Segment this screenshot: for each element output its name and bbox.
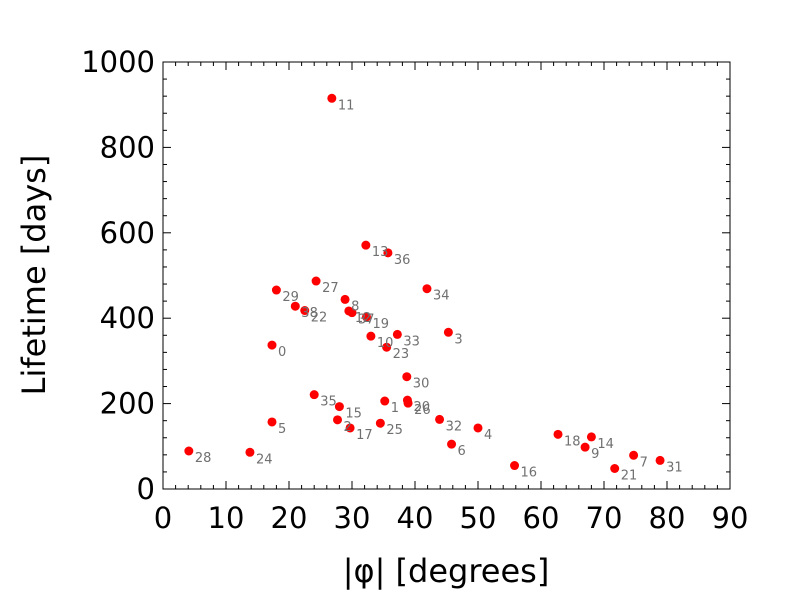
data-point [655, 455, 665, 465]
plot-frame [162, 61, 731, 490]
point-label: 19 [372, 317, 389, 332]
data-point [184, 446, 194, 456]
data-point [443, 327, 453, 337]
data-point [380, 396, 390, 406]
data-point [403, 398, 413, 408]
point-label: 33 [403, 334, 420, 349]
x-tick-label: 70 [586, 501, 623, 535]
point-label: 23 [393, 347, 410, 362]
point-label: 5 [278, 422, 286, 437]
y-tick-label: 600 [100, 216, 155, 250]
point-label: 16 [521, 466, 538, 481]
y-tick-label: 200 [100, 387, 155, 421]
data-point [473, 423, 483, 433]
data-point [610, 464, 620, 474]
data-point [333, 415, 343, 425]
data-point [345, 423, 355, 433]
data-point [267, 417, 277, 427]
point-label: 38 [301, 306, 318, 321]
x-tick-label: 40 [397, 501, 434, 535]
point-label: 32 [446, 419, 463, 434]
data-point [422, 284, 432, 294]
point-label: 11 [338, 98, 355, 113]
point-label: 24 [256, 452, 273, 467]
point-label: 28 [195, 451, 212, 466]
point-label: 31 [666, 460, 683, 475]
point-label: 21 [621, 469, 638, 484]
data-point [447, 439, 457, 449]
x-tick-label: 80 [649, 501, 686, 535]
data-point [245, 447, 255, 457]
x-tick-label: 10 [208, 501, 245, 535]
data-point [586, 432, 596, 442]
point-label: 26 [414, 403, 431, 418]
data-point [309, 390, 319, 400]
data-point [580, 442, 590, 452]
y-axis-label: Lifetime [days] [15, 155, 53, 396]
data-point [327, 93, 337, 103]
data-point [629, 450, 639, 460]
point-label: 25 [386, 423, 403, 438]
data-point [435, 414, 445, 424]
point-label: 1 [391, 401, 399, 416]
data-point [271, 285, 281, 295]
data-point [553, 429, 563, 439]
x-tick-label: 50 [460, 501, 497, 535]
data-point [366, 331, 376, 341]
point-label: 15 [345, 407, 362, 422]
data-point [361, 240, 371, 250]
data-point [347, 308, 357, 318]
point-label: 8 [351, 299, 359, 314]
x-tick-label: 0 [154, 501, 172, 535]
x-axis-label: |φ| [degrees] [343, 552, 550, 590]
point-label: 0 [278, 345, 286, 360]
data-point [382, 342, 392, 352]
point-label: 35 [320, 395, 337, 410]
y-tick-label: 1000 [81, 45, 155, 79]
data-point [402, 372, 412, 382]
point-label: 4 [484, 428, 492, 443]
data-point [267, 340, 277, 350]
point-label: 2 [344, 420, 352, 435]
data-point [300, 306, 310, 316]
x-tick-label: 20 [271, 501, 308, 535]
point-label: 10 [377, 336, 394, 351]
point-label: 37 [358, 313, 375, 328]
x-tick-label: 30 [334, 501, 371, 535]
data-point [334, 402, 344, 412]
point-label: 29 [282, 290, 299, 305]
point-label: 13 [372, 245, 389, 260]
data-point [361, 312, 371, 322]
y-tick-label: 0 [137, 472, 155, 506]
data-point [383, 248, 393, 258]
point-label: 14 [597, 437, 614, 452]
x-tick-label: 60 [523, 501, 560, 535]
data-points [184, 93, 665, 474]
point-label: 20 [413, 400, 430, 415]
point-label: 22 [311, 311, 328, 326]
data-point [375, 418, 385, 428]
point-label: 7 [640, 455, 648, 470]
point-label: 34 [433, 289, 450, 304]
point-label: 18 [564, 434, 581, 449]
point-label: 30 [413, 377, 430, 392]
data-point [510, 461, 520, 471]
data-point [392, 329, 402, 339]
point-label: 17 [356, 428, 373, 443]
point-label: 6 [458, 444, 466, 459]
y-tick-label: 400 [100, 301, 155, 335]
point-label: 9 [591, 447, 599, 462]
point-label: 27 [322, 281, 339, 296]
data-point [340, 294, 350, 304]
data-point [311, 276, 321, 286]
point-label: 36 [394, 253, 411, 268]
point-label: 3 [454, 332, 462, 347]
y-tick-label: 800 [100, 130, 155, 164]
data-point [290, 301, 300, 311]
point-label: 12 [355, 311, 372, 326]
x-tick-label: 90 [712, 501, 749, 535]
